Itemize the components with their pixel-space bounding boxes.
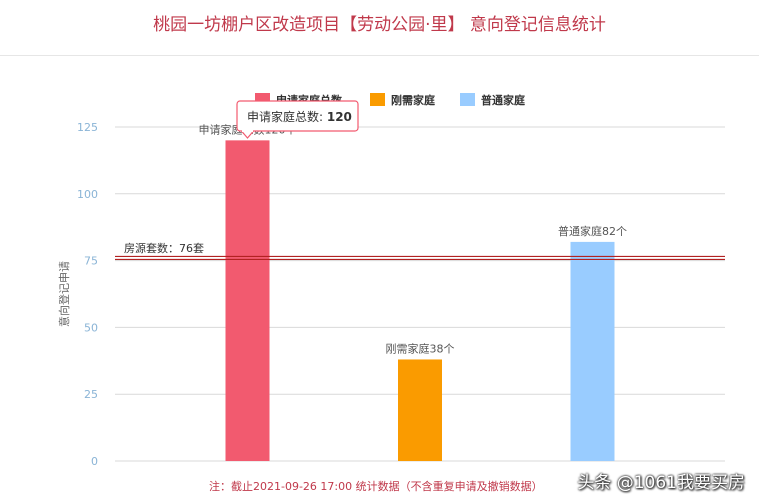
- y-tick-label: 100: [77, 188, 98, 201]
- tooltip-text: 申请家庭总数: 120: [247, 109, 352, 124]
- tooltip: 申请家庭总数: 120: [236, 100, 359, 139]
- title-divider: [0, 55, 759, 56]
- y-tick-label: 50: [84, 321, 98, 334]
- footnote: 注：截止2021-09-26 17:00 统计数据（不含重复申请及撤销数据）: [209, 480, 543, 493]
- bars: 申请家庭总数120个刚需家庭38个普通家庭82个: [199, 122, 627, 462]
- tooltip-pointer-mask: [242, 130, 253, 132]
- y-axis-ticks: 0 25 50 75 100 125: [77, 121, 98, 468]
- y-tick-label: 75: [84, 255, 98, 268]
- chart-title: 桃园一坊棚户区改造项目【劳动公园·里】 意向登记信息统计: [153, 15, 606, 35]
- tooltip-box: [236, 100, 359, 132]
- y-tick-label: 0: [91, 455, 98, 468]
- tooltip-value: 120: [327, 110, 352, 124]
- y-tick-label: 25: [84, 388, 98, 401]
- y-axis-label: 意向登记申请: [57, 261, 71, 327]
- tooltip-pointer: [241, 130, 254, 139]
- legend-item: 普通家庭: [481, 93, 525, 107]
- y-tick-label: 125: [77, 121, 98, 134]
- reference-line-label: 房源套数：76套: [124, 241, 204, 255]
- reference-line-group: 房源套数：76套: [115, 241, 725, 261]
- legend-swatch: [460, 93, 475, 106]
- bar-data-label: 普通家庭82个: [558, 224, 627, 238]
- legend-swatch: [370, 93, 385, 106]
- bar: [570, 241, 615, 461]
- bar: [398, 359, 442, 461]
- watermark: 头条 @1061我要买房: [577, 473, 745, 493]
- bar: [225, 140, 270, 462]
- legend-item: 刚需家庭: [391, 93, 435, 107]
- bar-data-label: 刚需家庭38个: [386, 341, 455, 355]
- tooltip-label: 申请家庭总数:: [247, 109, 327, 124]
